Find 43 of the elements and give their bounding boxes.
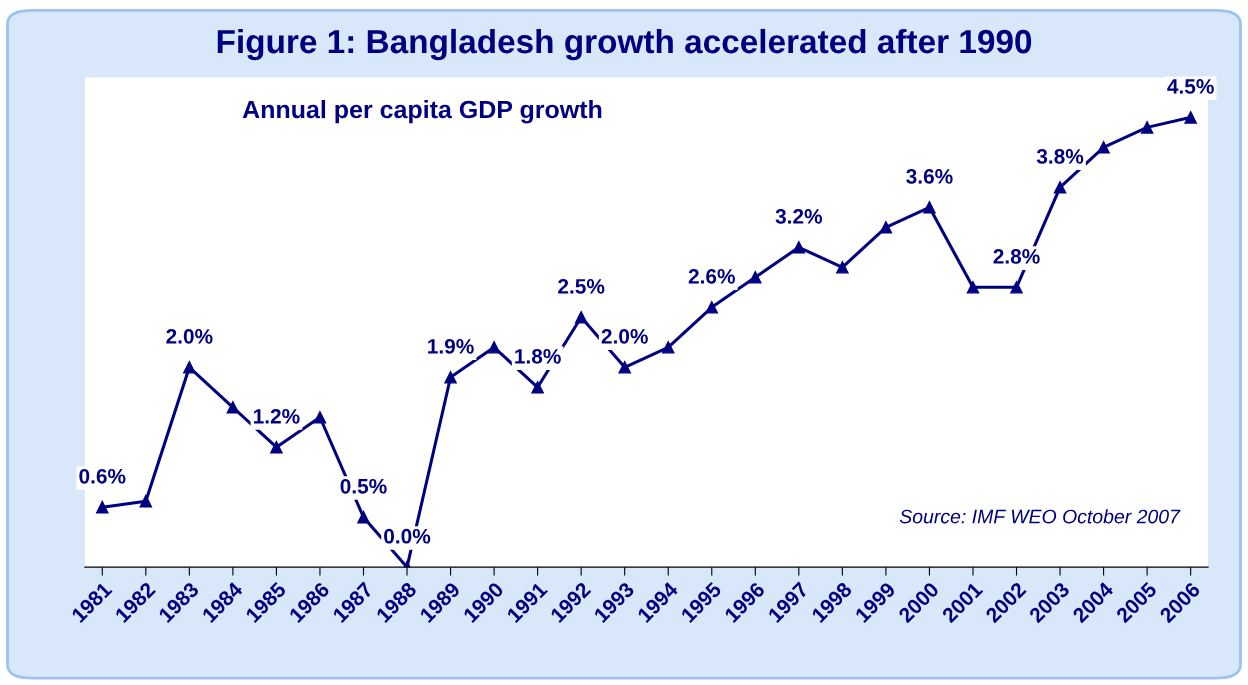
point — [139, 494, 153, 508]
point — [1184, 111, 1197, 124]
point — [661, 341, 675, 354]
point — [1053, 181, 1067, 194]
data-label: 1.2% — [253, 408, 300, 424]
point — [1010, 281, 1023, 294]
data-label: 3.2% — [775, 209, 823, 224]
text: Annual per capita GDP growth — [242, 99, 602, 124]
point — [574, 311, 588, 324]
point — [705, 301, 719, 314]
point — [357, 510, 370, 524]
data-label: 0.0% — [384, 528, 431, 544]
data-label: 2.0% — [166, 328, 213, 344]
annotation: Source: IMF WEO October 2007 — [899, 509, 1181, 524]
data-label: 2.5% — [558, 278, 605, 294]
data-label: 3.6% — [906, 169, 953, 184]
point — [270, 440, 283, 454]
chart-title: Figure 1: Bangladesh growth accelerated after 1990 — [217, 28, 1032, 61]
point — [836, 261, 849, 274]
point — [96, 500, 109, 514]
point — [749, 271, 762, 284]
point — [487, 341, 501, 354]
data-label: 2.0% — [601, 328, 648, 344]
point — [183, 361, 196, 374]
point — [313, 410, 327, 424]
data-label: 4.5% — [1167, 79, 1214, 94]
point — [923, 201, 936, 214]
data-label: 3.8% — [1036, 149, 1084, 164]
data-label: 0.6% — [79, 468, 126, 484]
point — [226, 401, 240, 414]
data-label: 1.8% — [515, 348, 561, 364]
point — [444, 371, 457, 384]
point — [531, 381, 544, 394]
point — [1097, 141, 1110, 154]
data-label: 0.5% — [340, 478, 387, 494]
point — [879, 221, 893, 234]
point — [1140, 121, 1154, 134]
point — [966, 281, 980, 294]
point — [618, 361, 631, 374]
data-label: 1.9% — [428, 338, 474, 354]
point — [792, 241, 806, 254]
data-label: 2.8% — [993, 248, 1040, 264]
data-label: 2.6% — [688, 268, 735, 284]
